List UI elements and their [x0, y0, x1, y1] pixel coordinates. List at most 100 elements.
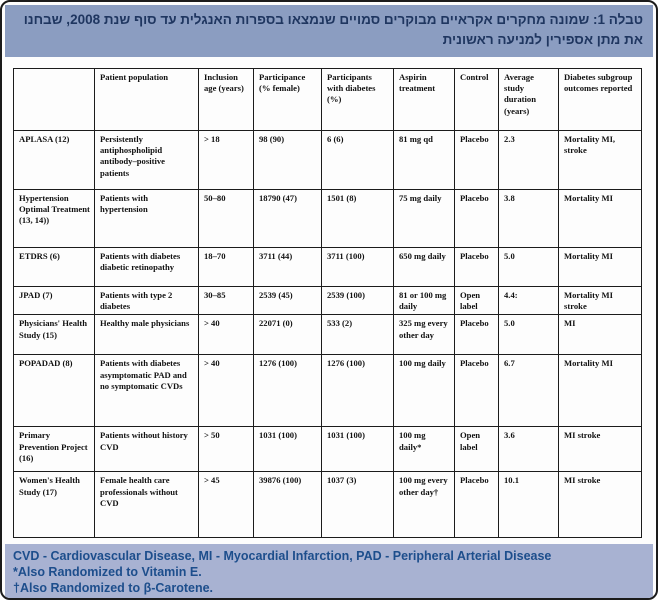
table-cell: 2539 (45) — [253, 285, 322, 316]
study-name-cell: Hypertension Optimal Treatment (13, 14)) — [13, 189, 95, 248]
table-cell: 5.0 — [498, 314, 559, 356]
table-cell: 30–85 — [198, 285, 254, 316]
table-cell: MI stroke — [558, 426, 642, 473]
table-cell: Placebo — [454, 354, 499, 428]
table-cell: 1037 (3) — [321, 471, 394, 539]
table-cell: 50–80 — [198, 189, 254, 248]
table-caption-bar: טבלה 1: שמונה מחקרים אקראיים מבוקרים סמו… — [5, 5, 653, 57]
page-title: טבלה 1: שמונה מחקרים אקראיים מבוקרים סמו… — [23, 12, 643, 47]
table-cell: Patients with diabetes diabetic retinopa… — [94, 247, 199, 287]
table-cell: 100 mg daily — [393, 354, 455, 428]
table-row: Hypertension Optimal Treatment (13, 14))… — [13, 189, 642, 248]
table-row: APLASA (12) Persistently antiphospholipid… — [13, 130, 642, 190]
table-cell: Patients without history CVD — [94, 426, 199, 473]
table-cell: > 45 — [198, 471, 254, 539]
table-cell: Patients with type 2 diabetes — [94, 285, 199, 316]
table-cell: 75 mg daily — [393, 189, 455, 248]
table-cell: 6 (6) — [321, 130, 394, 190]
table-body: APLASA (12) Persistently antiphospholipid… — [13, 130, 642, 539]
footnotes-bar: CVD - Cardiovascular Disease, MI - Myoca… — [5, 544, 653, 598]
table-cell: 81 or 100 mg daily — [393, 285, 455, 316]
table-cell: 1276 (100) — [321, 354, 394, 428]
table-row: JPAD (7) Patients with type 2 diabetes 30–… — [13, 285, 642, 316]
column-header: Participants with diabetes (%) — [321, 68, 394, 131]
table-cell: 3.8 — [498, 189, 559, 248]
table-cell: 1031 (100) — [253, 426, 322, 473]
table-cell: 3.6 — [498, 426, 559, 473]
table-row: POPADAD (8) Patients with diabetes asympt… — [13, 354, 642, 428]
table-cell: 1501 (8) — [321, 189, 394, 248]
table-cell: 100 mg every other day† — [393, 471, 455, 539]
table-cell: Mortality MI — [558, 354, 642, 428]
table-cell: 3711 (100) — [321, 247, 394, 287]
table-cell: Placebo — [454, 130, 499, 190]
table-cell: 4.4: — [498, 285, 559, 316]
table-cell: > 50 — [198, 426, 254, 473]
table-cell: MI stroke — [558, 471, 642, 539]
table-cell: MI — [558, 314, 642, 356]
footnote-abbreviations: CVD - Cardiovascular Disease, MI - Myoca… — [13, 549, 552, 564]
table-cell: 3711 (44) — [253, 247, 322, 287]
footnote-beta-carotene: †Also Randomized to β-Carotene. — [13, 581, 214, 596]
table-cell: 2.3 — [498, 130, 559, 190]
table-cell: Patients with hypertension — [94, 189, 199, 248]
table-row: Primary Prevention Project (16) Patients … — [13, 426, 642, 473]
table-cell: Open label — [454, 285, 499, 316]
study-name-cell: ETDRS (6) — [13, 247, 95, 287]
studies-table: Patient population Inclusion age (years) P… — [13, 68, 642, 539]
column-header: Diabetes subgroup outcomes reported — [558, 68, 642, 131]
column-header: Inclusion age (years) — [198, 68, 254, 131]
study-name-cell: POPADAD (8) — [13, 354, 95, 428]
table-cell: 1276 (100) — [253, 354, 322, 428]
table-cell: Persistently antiphospholipid antibody–p… — [94, 130, 199, 190]
study-name-cell: Primary Prevention Project (16) — [13, 426, 95, 473]
table-cell: 39876 (100) — [253, 471, 322, 539]
table-cell: 1031 (100) — [321, 426, 394, 473]
table-cell: 18790 (47) — [253, 189, 322, 248]
column-header: Patient population — [94, 68, 199, 131]
table-cell: 100 mg daily* — [393, 426, 455, 473]
table-cell: Mortality MI — [558, 247, 642, 287]
table-cell: 22071 (0) — [253, 314, 322, 356]
study-name-cell: JPAD (7) — [13, 285, 95, 316]
column-header: Control — [454, 68, 499, 131]
study-name-cell: Women's Health Study (17) — [13, 471, 95, 539]
study-name-cell: Physicians' Health Study (15) — [13, 314, 95, 356]
table-header: Patient population Inclusion age (years) P… — [13, 68, 642, 131]
column-header: Aspirin treatment — [393, 68, 455, 131]
table-row: ETDRS (6) Patients with diabetes diabetic… — [13, 247, 642, 287]
table-cell: 81 mg qd — [393, 130, 455, 190]
table-cell: Placebo — [454, 314, 499, 356]
table-cell: Placebo — [454, 189, 499, 248]
footnote-vitamin-e: *Also Randomized to Vitamin E. — [13, 565, 202, 580]
table-zone: Patient population Inclusion age (years) P… — [5, 57, 653, 544]
table-cell: Female health care professionals without… — [94, 471, 199, 539]
header-row: Patient population Inclusion age (years) P… — [13, 68, 642, 131]
column-header: Participance (% female) — [253, 68, 322, 131]
table-cell: Mortality MI, stroke — [558, 130, 642, 190]
table-cell: Healthy male physicians — [94, 314, 199, 356]
table-cell: 98 (90) — [253, 130, 322, 190]
table-cell: Mortality MI — [558, 189, 642, 248]
table-cell: Placebo — [454, 247, 499, 287]
table-cell: 6.7 — [498, 354, 559, 428]
table-cell: Placebo — [454, 471, 499, 539]
table-cell: 533 (2) — [321, 314, 394, 356]
table-cell: 18–70 — [198, 247, 254, 287]
table-cell: > 40 — [198, 314, 254, 356]
table-cell: Open label — [454, 426, 499, 473]
table-cell: 10.1 — [498, 471, 559, 539]
table-cell: 650 mg daily — [393, 247, 455, 287]
table-cell: Patients with diabetes asymptomatic PAD … — [94, 354, 199, 428]
table-cell: > 40 — [198, 354, 254, 428]
table-row: Physicians' Health Study (15) Healthy mal… — [13, 314, 642, 356]
table-cell: 325 mg every other day — [393, 314, 455, 356]
column-header — [13, 68, 95, 131]
table-row: Women's Health Study (17) Female health c… — [13, 471, 642, 539]
study-name-cell: APLASA (12) — [13, 130, 95, 190]
table-cell: Mortality MI stroke — [558, 285, 642, 316]
column-header: Average study duration (years) — [498, 68, 559, 131]
table-cell: 2539 (100) — [321, 285, 394, 316]
table-cell: 5.0 — [498, 247, 559, 287]
